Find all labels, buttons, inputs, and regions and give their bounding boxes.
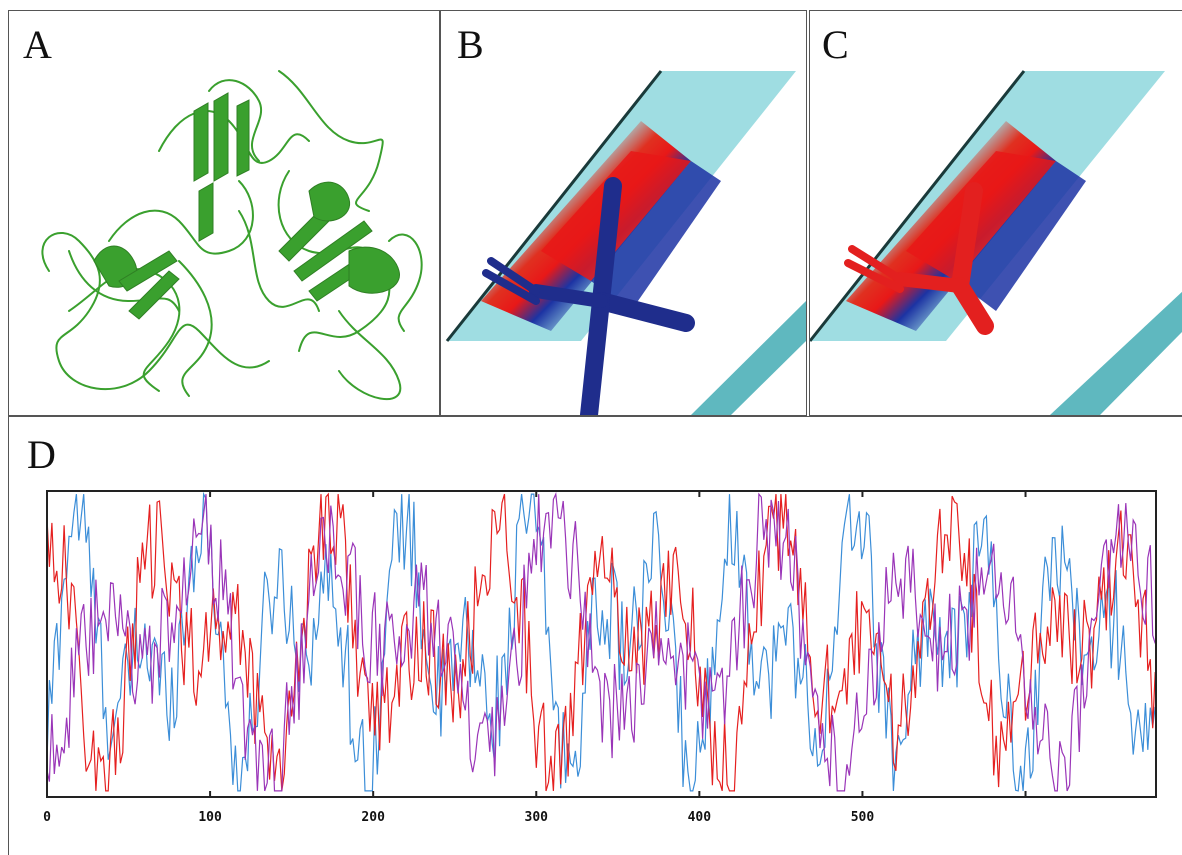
x-tick-label-200: 200 bbox=[361, 810, 385, 825]
series-line-2 bbox=[46, 492, 1156, 792]
series-line-1 bbox=[46, 491, 1156, 792]
panel-d: D 0 100 200 300 400 500 bbox=[8, 416, 1182, 855]
panel-b: B bbox=[440, 10, 807, 416]
panel-a: A bbox=[8, 10, 440, 416]
series-line-3 bbox=[46, 491, 1156, 792]
strand-blue-residue bbox=[445, 70, 806, 415]
x-tick-label-100: 100 bbox=[198, 810, 222, 825]
panel-c-label: C bbox=[822, 22, 849, 67]
x-tick-label-500: 500 bbox=[851, 810, 875, 825]
x-tick-label-0: 0 bbox=[43, 810, 51, 825]
secondary-structure-line-chart: 0 100 200 300 400 500 bbox=[43, 490, 1157, 825]
x-tick-label-300: 300 bbox=[525, 810, 549, 825]
protein-ribbon-structure bbox=[41, 70, 423, 400]
panel-a-label: A bbox=[23, 22, 52, 67]
x-tick-label-400: 400 bbox=[688, 810, 712, 825]
strand-red-residue bbox=[810, 70, 1182, 415]
panel-b-label: B bbox=[457, 22, 484, 67]
panel-c: C bbox=[809, 10, 1182, 416]
panel-d-label: D bbox=[27, 432, 56, 477]
plot-frame bbox=[46, 490, 1157, 798]
